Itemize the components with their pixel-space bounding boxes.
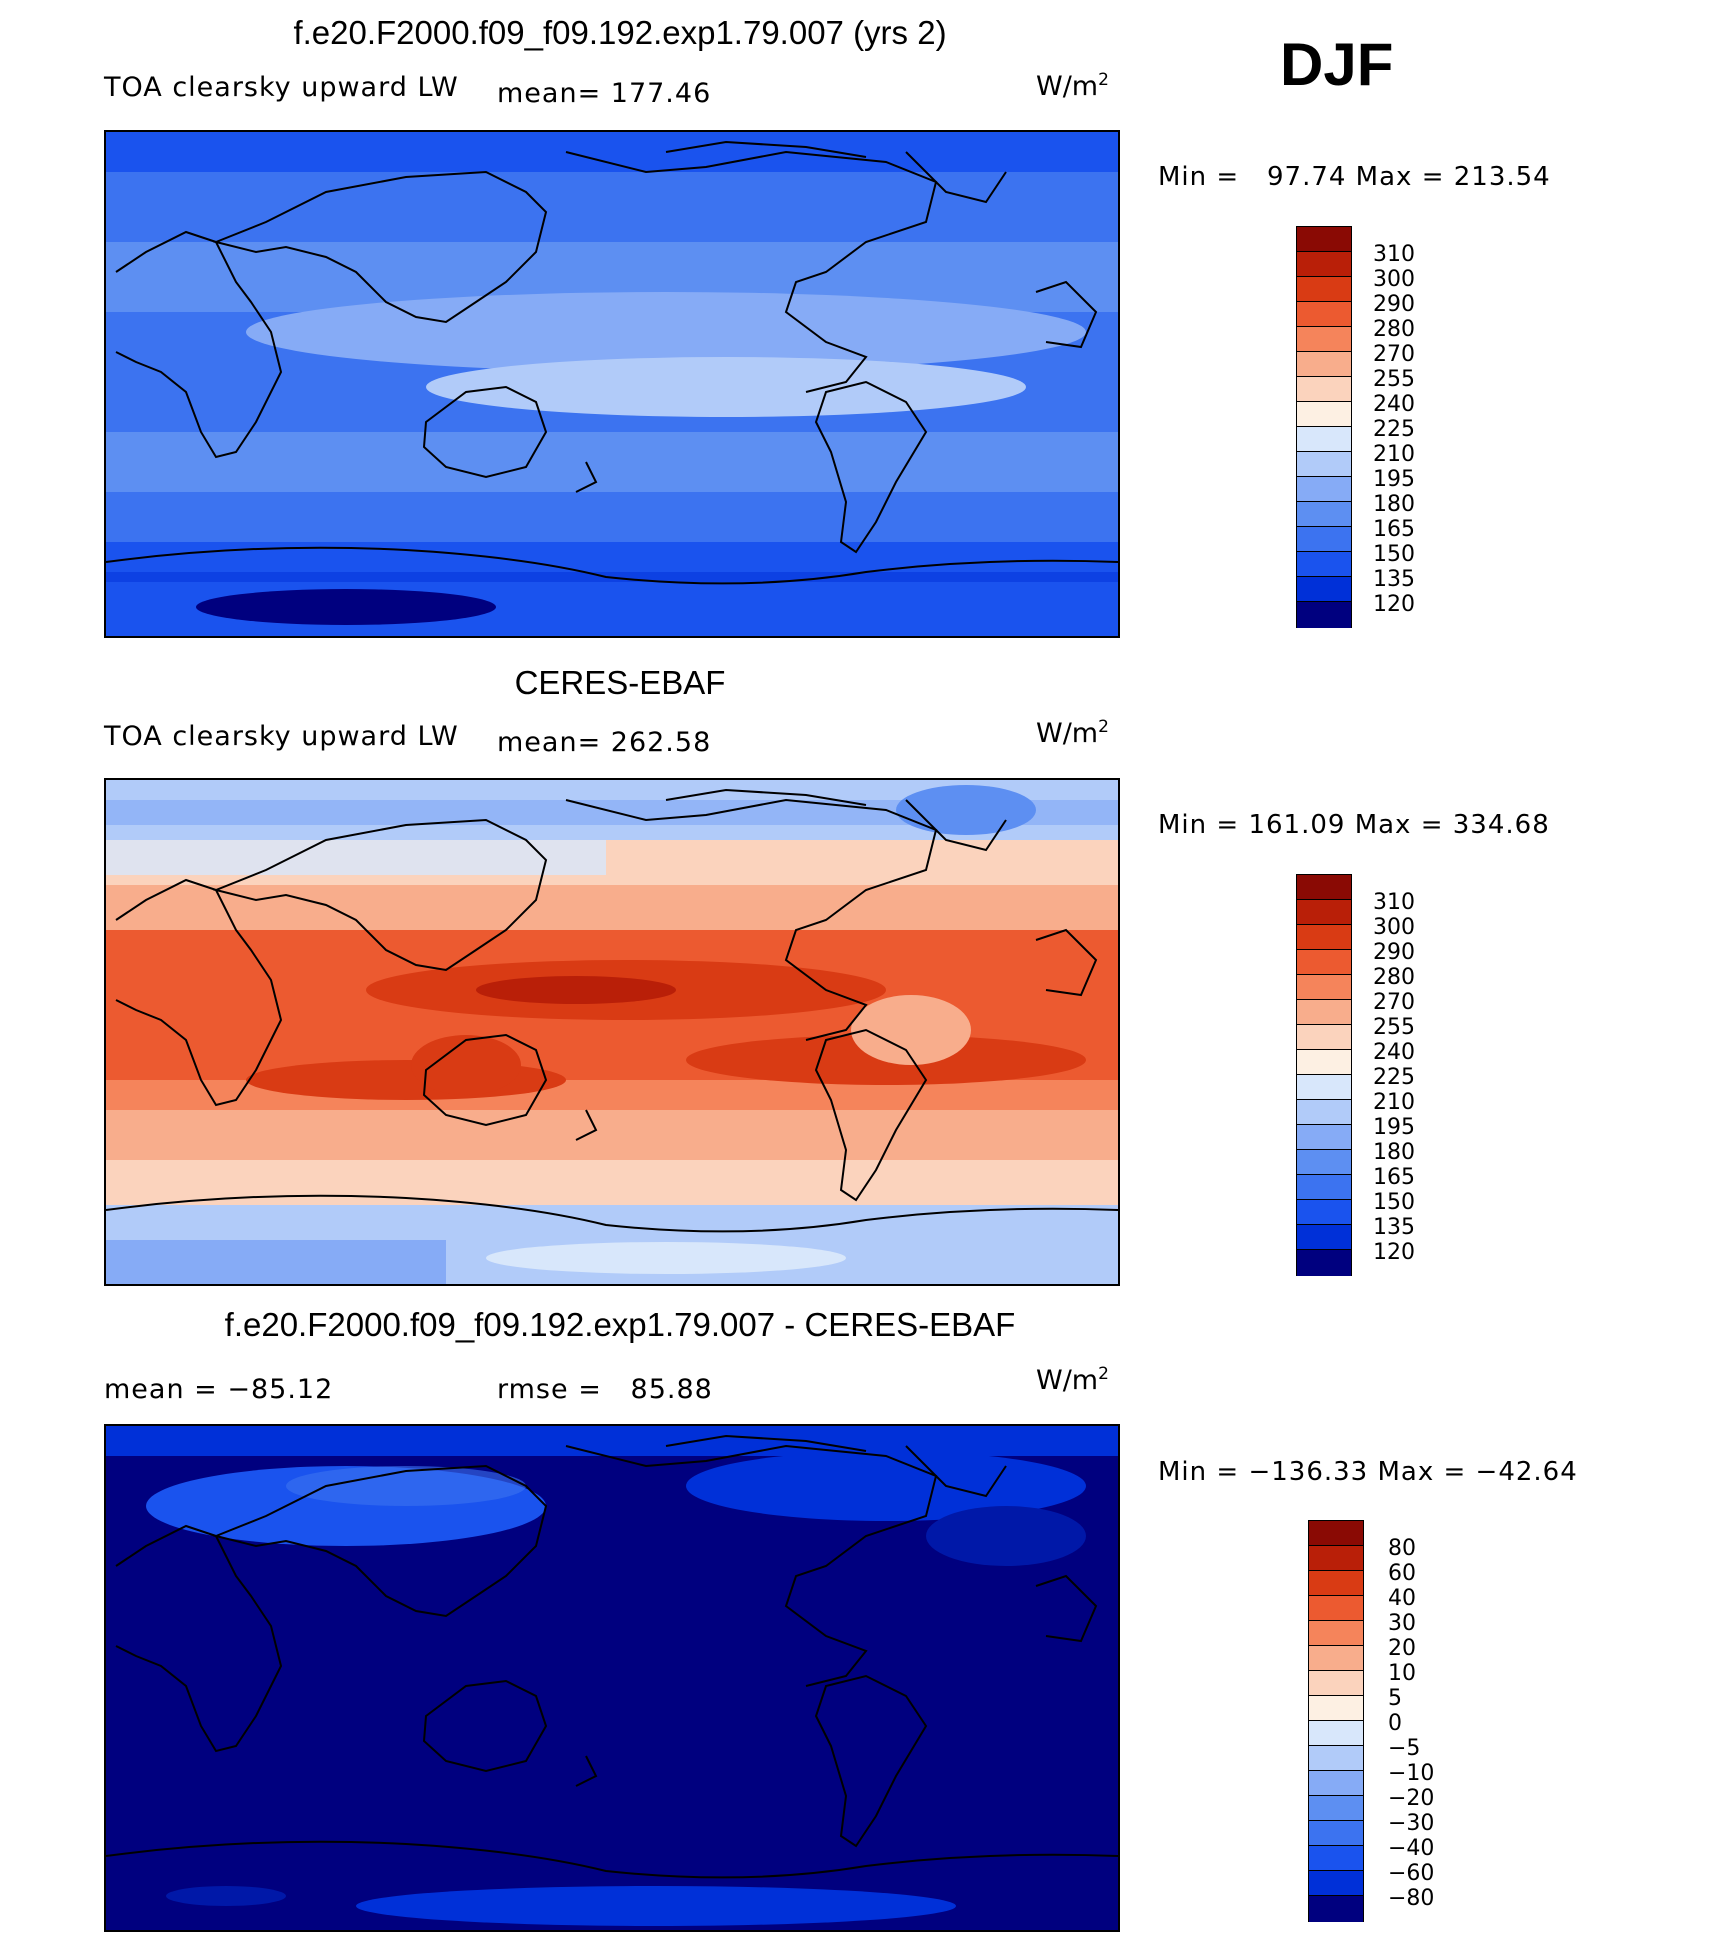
colorbar-label: 310 — [1373, 242, 1415, 267]
colorbar-label: −5 — [1388, 1736, 1421, 1761]
model-coastlines — [106, 140, 1118, 585]
model-antarctic-band — [106, 542, 1118, 636]
panel-model-variable: TOA clearsky upward LW — [104, 72, 459, 103]
model-southern-ocean-band — [106, 492, 1118, 542]
colorbar-label: 195 — [1373, 1115, 1415, 1140]
colorbar-label: 10 — [1388, 1661, 1416, 1686]
panel-model-map — [104, 130, 1120, 638]
colorbar-label: 120 — [1373, 592, 1415, 617]
colorbar-label: 80 — [1388, 1536, 1416, 1561]
colorbar-label: 0 — [1388, 1711, 1402, 1736]
colorbar-label: 180 — [1373, 492, 1415, 517]
model-itcz-band — [426, 357, 1026, 417]
colorbar-label: 280 — [1373, 965, 1415, 990]
colorbar-label: −30 — [1388, 1811, 1435, 1836]
panel-model-colorbar — [1296, 226, 1352, 628]
colorbar-label: 270 — [1373, 342, 1415, 367]
colorbar-label: 165 — [1373, 517, 1415, 542]
colorbar-label: 30 — [1388, 1611, 1416, 1636]
panel-obs-minmax: Min = 161.09 Max = 334.68 — [1158, 810, 1550, 840]
colorbar-label: 270 — [1373, 990, 1415, 1015]
colorbar-label: 60 — [1388, 1561, 1416, 1586]
model-tropic-band — [246, 292, 1086, 372]
colorbar-label: 210 — [1373, 442, 1415, 467]
panel-model-minmax: Min = 97.74 Max = 213.54 — [1158, 162, 1551, 192]
panel-obs-title: CERES-EBAF — [514, 664, 726, 701]
panel-model-units: W/m2 — [1036, 70, 1109, 102]
colorbar-label: 310 — [1373, 890, 1415, 915]
diff-coastlines — [106, 1434, 1118, 1879]
panel-obs-units: W/m2 — [1036, 717, 1109, 749]
panel-diff-title: f.e20.F2000.f09_f09.192.exp1.79.007 - CE… — [224, 1306, 1016, 1343]
panel-obs-variable: TOA clearsky upward LW — [104, 721, 459, 752]
colorbar-label: 300 — [1373, 267, 1415, 292]
colorbar-label: 150 — [1373, 1190, 1415, 1215]
colorbar-label: 255 — [1373, 367, 1415, 392]
colorbar-label: 195 — [1373, 467, 1415, 492]
colorbar-label: 240 — [1373, 392, 1415, 417]
colorbar-label: 290 — [1373, 292, 1415, 317]
colorbar-label: −10 — [1388, 1761, 1435, 1786]
colorbar-label: −60 — [1388, 1861, 1435, 1886]
colorbar-label: 255 — [1373, 1015, 1415, 1040]
colorbar-label: 290 — [1373, 940, 1415, 965]
panel-model-title: f.e20.F2000.f09_f09.192.exp1.79.007 (yrs… — [293, 14, 947, 51]
colorbar-label: 20 — [1388, 1636, 1416, 1661]
colorbar-label: 150 — [1373, 542, 1415, 567]
colorbar-label: 40 — [1388, 1586, 1416, 1611]
colorbar-label: −40 — [1388, 1836, 1435, 1861]
colorbar-label: 280 — [1373, 317, 1415, 342]
season-label: DJF — [1280, 31, 1394, 98]
model-nh-midlat-band — [106, 172, 1118, 242]
colorbar-label: 135 — [1373, 1215, 1415, 1240]
panel-diff-rmse: rmse = 85.88 — [497, 1374, 713, 1405]
colorbar-label: −80 — [1388, 1886, 1435, 1911]
panel-obs-map — [104, 778, 1120, 1286]
colorbar-label: 180 — [1373, 1140, 1415, 1165]
panel-obs-colorbar — [1296, 874, 1352, 1276]
colorbar-label: 165 — [1373, 1165, 1415, 1190]
model-antarctic-min — [196, 589, 496, 625]
panel-diff-colorbar — [1308, 1520, 1364, 1922]
panel-diff-mean: mean = −85.12 — [104, 1374, 334, 1405]
colorbar-label: 300 — [1373, 915, 1415, 940]
colorbar-label: −20 — [1388, 1786, 1435, 1811]
colorbar-label: 5 — [1388, 1686, 1402, 1711]
panel-model-mean: mean= 177.46 — [497, 78, 712, 109]
colorbar-label: 225 — [1373, 1065, 1415, 1090]
panel-obs-mean: mean= 262.58 — [497, 727, 712, 758]
colorbar-label: 225 — [1373, 417, 1415, 442]
panel-diff-units: W/m2 — [1036, 1364, 1109, 1396]
panel-diff-map — [104, 1424, 1120, 1932]
colorbar-label: 240 — [1373, 1040, 1415, 1065]
obs-coastlines — [106, 788, 1118, 1233]
colorbar-label: 120 — [1373, 1240, 1415, 1265]
colorbar-label: 210 — [1373, 1090, 1415, 1115]
colorbar-label: 135 — [1373, 567, 1415, 592]
model-sh-band — [106, 432, 1118, 492]
panel-diff-minmax: Min = −136.33 Max = −42.64 — [1158, 1457, 1578, 1487]
model-arctic-band — [106, 132, 1118, 172]
